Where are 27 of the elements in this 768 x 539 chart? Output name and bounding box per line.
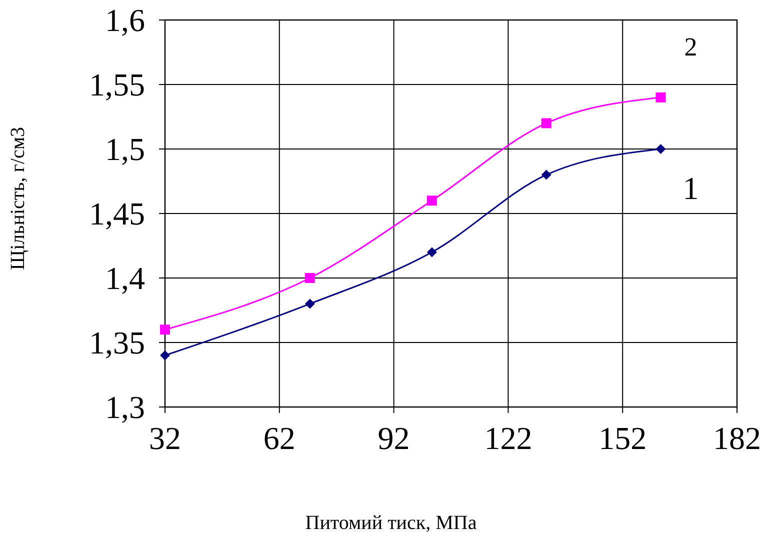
x-tick-label: 182 — [713, 420, 761, 456]
y-tick-label: 1,35 — [89, 324, 145, 360]
x-tick-label: 62 — [263, 420, 296, 456]
y-tick-label: 1,6 — [105, 2, 145, 38]
x-axis-title: Питомий тиск, МПа — [305, 512, 477, 534]
y-tick-label: 1,3 — [105, 389, 145, 425]
point — [426, 247, 437, 258]
point — [304, 273, 315, 283]
y-tick-label: 1,5 — [105, 131, 145, 167]
point — [160, 350, 170, 360]
x-tick-label: 122 — [484, 420, 532, 456]
y-tick-label: 1,55 — [89, 66, 145, 102]
point — [656, 92, 666, 102]
point — [160, 324, 170, 335]
y-tick-label: 1,4 — [105, 260, 145, 296]
point — [541, 170, 552, 180]
series-label: 2 — [684, 32, 698, 62]
y-axis-title: Щільність, г/см3 — [7, 126, 29, 270]
point — [426, 196, 437, 206]
x-tick-label: 152 — [598, 420, 647, 456]
point — [541, 118, 552, 128]
series-label: 1 — [682, 170, 699, 206]
y-tick-label: 1,45 — [89, 196, 145, 232]
x-tick-label: 32 — [149, 420, 181, 456]
point — [304, 298, 315, 309]
point — [656, 144, 666, 154]
x-tick-label: 92 — [378, 420, 410, 456]
